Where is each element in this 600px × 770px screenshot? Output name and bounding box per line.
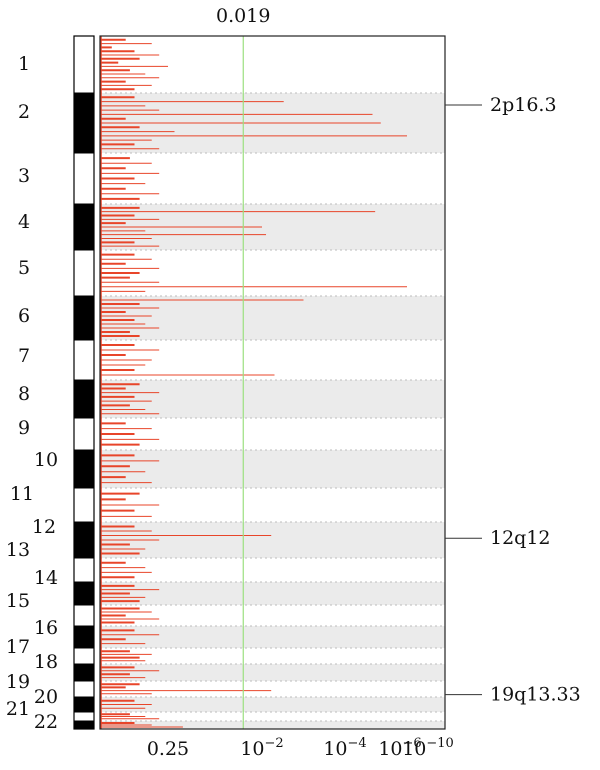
annotation-label: 12q12 — [490, 527, 551, 549]
ideogram-segment — [73, 720, 95, 730]
ideogram-segment — [73, 295, 95, 341]
chromosome-label: 18 — [34, 651, 58, 673]
x-tick-label: 0.25 — [147, 738, 189, 760]
ideogram-segment — [73, 647, 95, 665]
chromosome-label: 17 — [6, 636, 30, 658]
association-bars — [100, 36, 407, 729]
chromosome-label: 5 — [18, 257, 30, 279]
ideogram-segment — [73, 449, 95, 489]
ideogram-border — [73, 35, 95, 730]
ideogram-segment — [73, 521, 95, 559]
chromosome-bands — [100, 92, 445, 729]
chromosome-label: 6 — [18, 305, 30, 327]
chromosome-label: 19 — [6, 671, 30, 693]
ideogram-segment — [73, 339, 95, 381]
x-axis-tick-labels: 0.25 10−2 10−4 10−610−10 — [147, 736, 454, 760]
ideogram-segment — [73, 557, 95, 583]
annotation-label: 2p16.3 — [490, 94, 557, 116]
ideogram-segment — [73, 417, 95, 451]
x-tick-label: 10−4 — [323, 736, 366, 760]
ideogram-segment — [73, 625, 95, 649]
chromosome-label: 8 — [18, 383, 30, 405]
chromosome-band — [100, 626, 445, 648]
chromosome-label: 11 — [10, 483, 34, 505]
chromosome-band — [100, 380, 445, 418]
chromosome-band — [100, 296, 445, 340]
chromosome-band — [100, 664, 445, 681]
x-tick-label: 10−2 — [240, 736, 283, 760]
ideogram-segment — [73, 379, 95, 419]
ideogram-segment — [73, 35, 95, 94]
chromosome-label: 16 — [34, 617, 58, 639]
chromosome-label: 2 — [18, 101, 30, 123]
chromosome-band — [100, 450, 445, 488]
ideogram-segment — [73, 249, 95, 297]
chromosome-label: 12 — [32, 516, 56, 538]
ideogram-segment — [73, 711, 95, 722]
chromosome-label: 14 — [34, 567, 58, 589]
chromosome-ideogram — [73, 35, 95, 730]
annotations: 2p16.3 12q12 19q13.33 — [445, 94, 581, 706]
chromosome-band — [100, 582, 445, 605]
chromosome-label: 21 — [6, 698, 30, 720]
chromosome-label: 15 — [6, 590, 30, 612]
chromosome-band — [100, 721, 445, 729]
chromosome-label: 9 — [18, 417, 30, 439]
chromosome-label: 13 — [6, 539, 30, 561]
ideogram-segment — [73, 581, 95, 606]
x-tick-label: 10−6 — [378, 736, 421, 760]
chromosome-label: 20 — [34, 686, 58, 708]
chromosome-label: 3 — [18, 165, 30, 187]
chromosome-label: 1 — [18, 53, 30, 75]
ideogram-segment — [73, 487, 95, 523]
ideogram-segment — [73, 696, 95, 713]
ideogram-segment — [73, 680, 95, 698]
ideogram-segment — [73, 663, 95, 682]
chromosome-label: 7 — [18, 345, 30, 367]
ideogram-segment — [73, 152, 95, 205]
annotation-label: 19q13.33 — [490, 684, 581, 706]
chromosome-label: 22 — [34, 711, 58, 733]
plot-frame — [99, 35, 446, 730]
ideogram-segment — [73, 604, 95, 627]
threshold-label: 0.019 — [216, 5, 270, 27]
x-tick-label: 10−10 — [402, 736, 454, 760]
chromosome-band — [100, 697, 445, 712]
chromosome-label: 10 — [34, 449, 58, 471]
ideogram-segment — [73, 92, 95, 154]
ideogram-segment — [73, 203, 95, 251]
chromosome-label: 4 — [18, 211, 30, 233]
